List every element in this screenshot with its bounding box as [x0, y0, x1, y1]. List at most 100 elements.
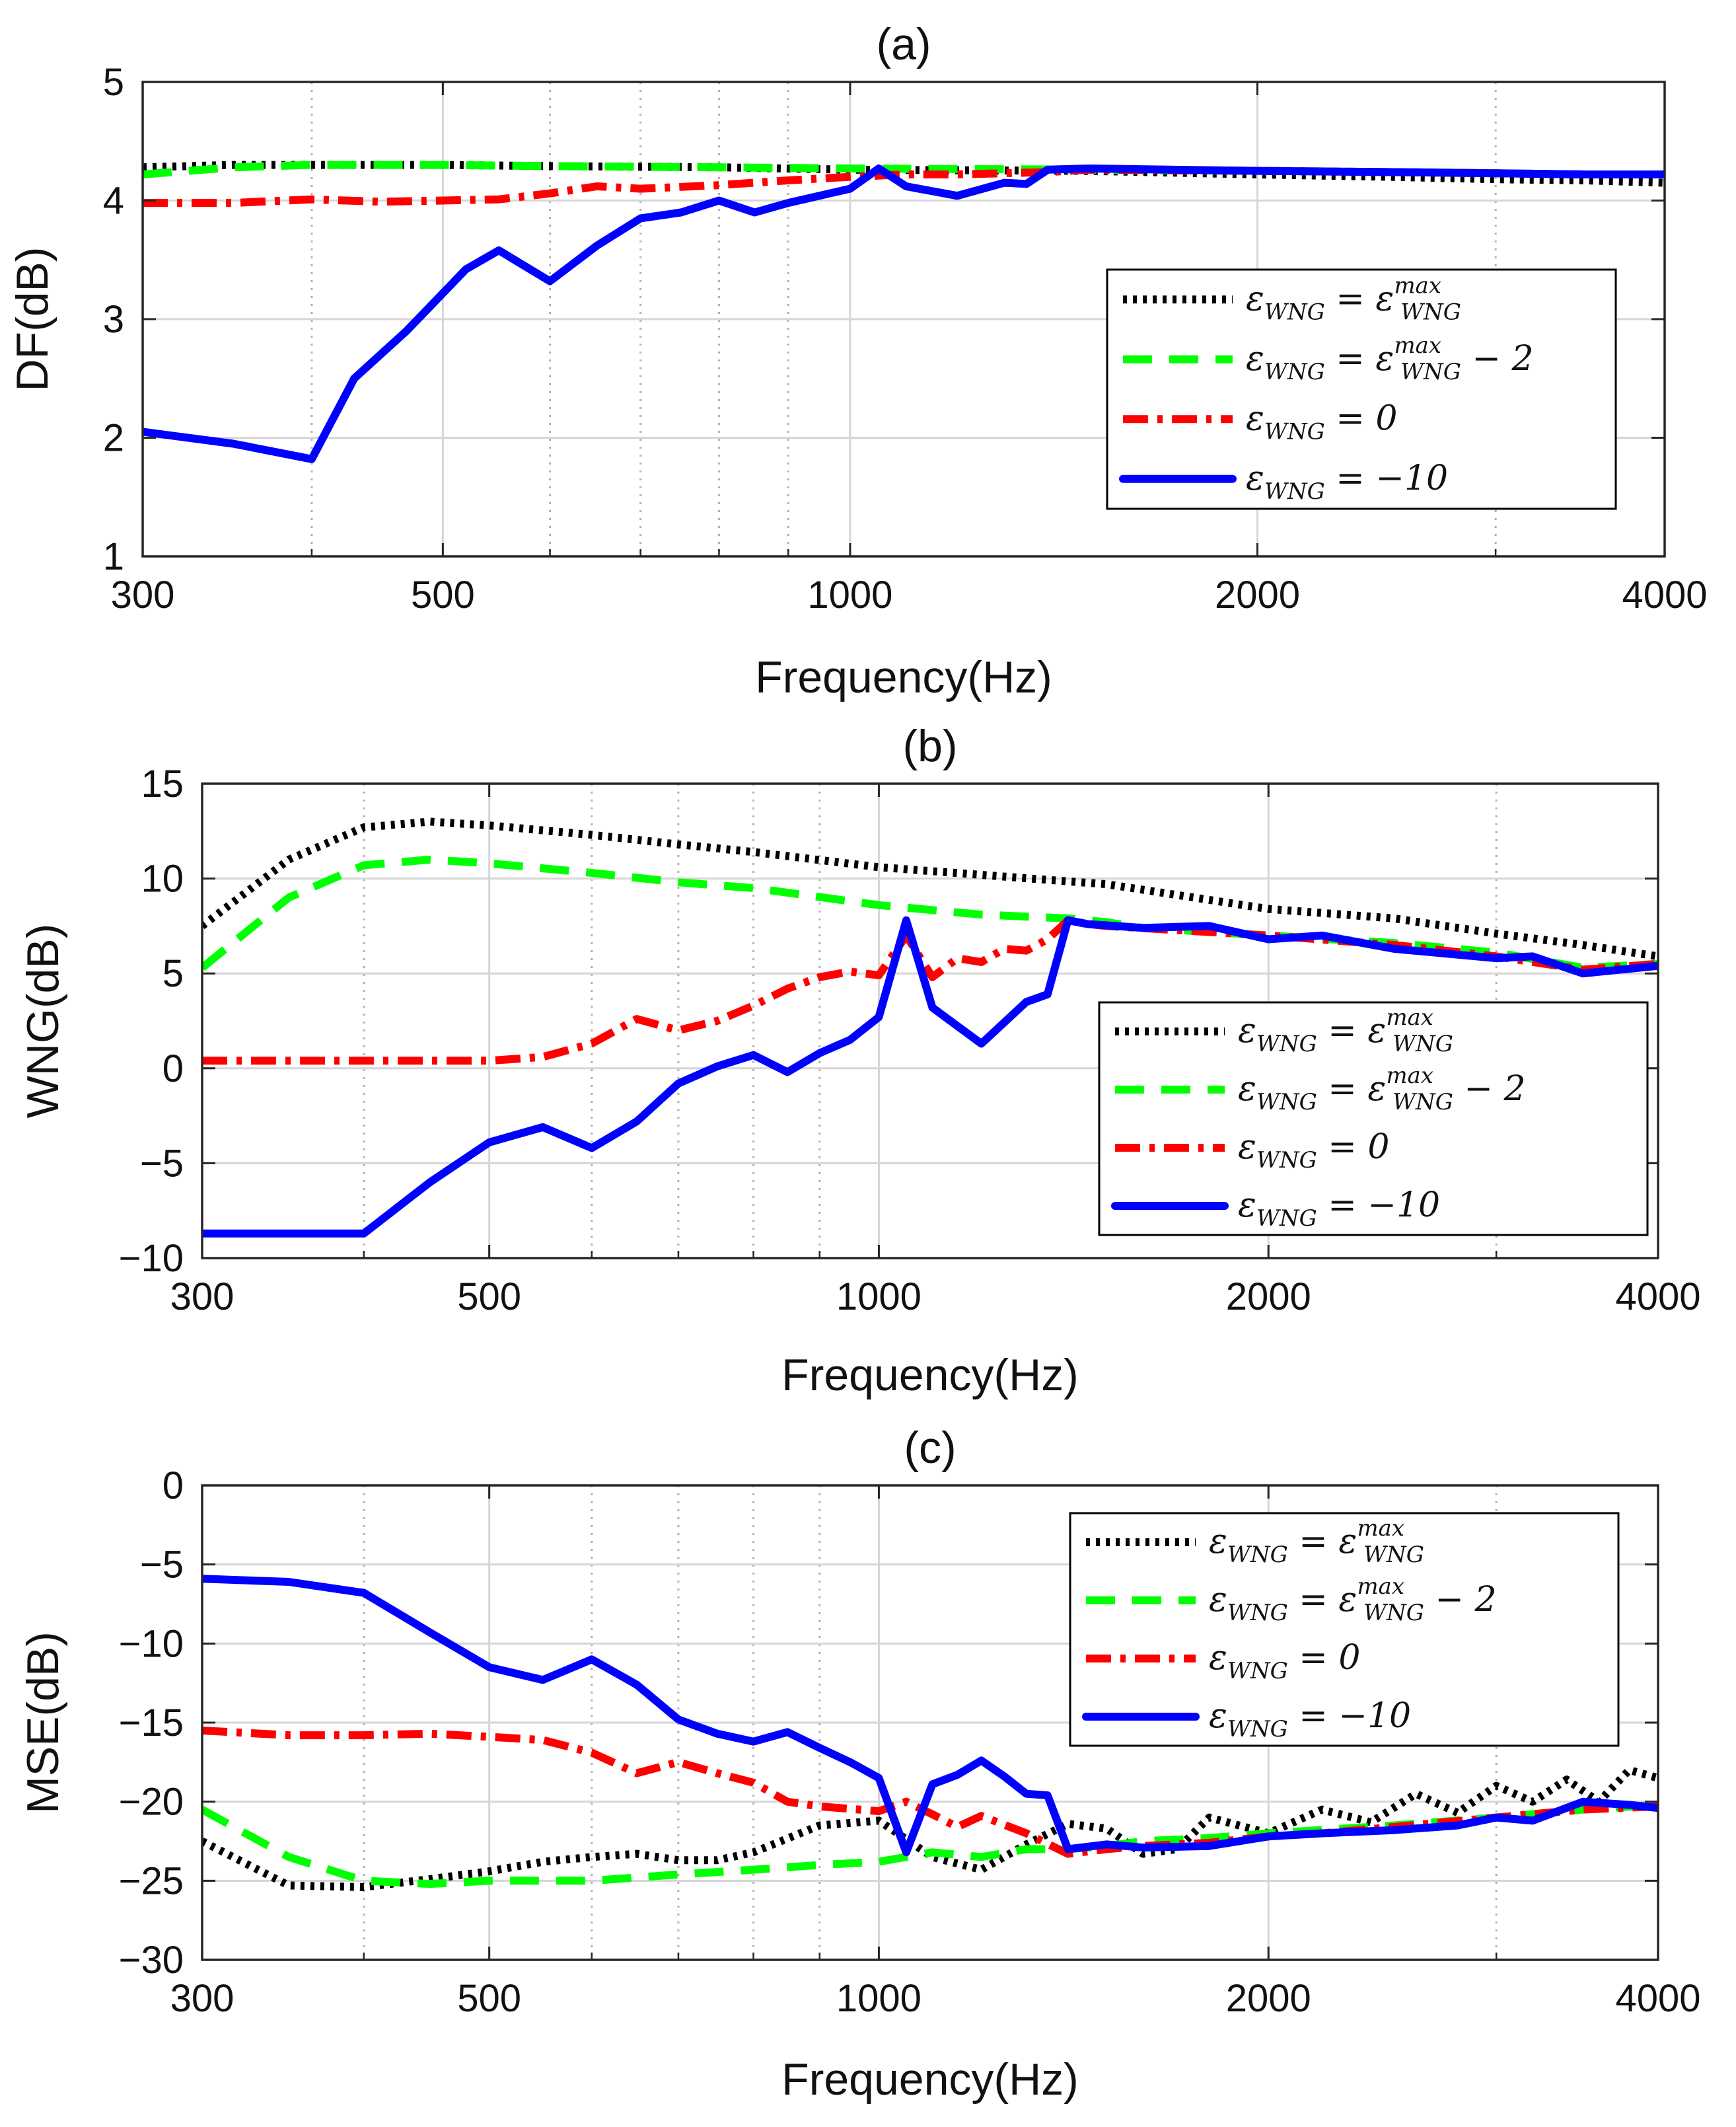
legend-rhs-sup: max: [1386, 1004, 1433, 1031]
y-axis-label: WNG(dB): [18, 924, 68, 1119]
legend-rhs: ε: [1338, 1522, 1357, 1561]
legend-rel: =: [1288, 1522, 1339, 1561]
legend-label-eps_max_minus_2: εWNG = εmax WNG − 2: [1209, 1573, 1497, 1626]
legend-rhs: ε: [1367, 1069, 1386, 1109]
legend-rhs: −10: [1338, 1696, 1411, 1736]
x-axis-label: Frequency(Hz): [781, 1350, 1079, 1400]
legend-lhs-sub: WNG: [1256, 1089, 1317, 1115]
x-axis-label: Frequency(Hz): [755, 652, 1052, 702]
series-line-eps_minus_10: [143, 165, 1665, 463]
legend-rel: =: [1288, 1580, 1339, 1620]
series-line-eps_0: [202, 1727, 1658, 1858]
legend-rhs: ε: [1375, 339, 1394, 379]
x-tick-label: 300: [170, 1275, 235, 1318]
legend-rhs: −10: [1367, 1185, 1440, 1225]
legend-lhs: ε: [1246, 279, 1264, 318]
legend-rhs-sub: WNG: [1363, 1600, 1424, 1626]
x-tick-label: 4000: [1615, 1275, 1700, 1318]
legend-rhs: −10: [1375, 459, 1448, 498]
chart-panel-c: 300 500 1000 2000 4000 −30 −25 −20 −15 −10 −5 0 (c) F…: [18, 1423, 1701, 2105]
legend-label-eps_max_minus_2: εWNG = εmax WNG − 2: [1238, 1063, 1526, 1115]
legend-label-eps_max: εWNG = εmax WNG: [1209, 1515, 1424, 1568]
legend-rhs-sub: WNG: [1363, 1542, 1424, 1568]
y-tick-label: −10: [119, 1622, 184, 1665]
legend-rhs: 0: [1367, 1127, 1389, 1167]
legend-lhs: ε: [1238, 1127, 1256, 1167]
legend-rhs: 0: [1375, 398, 1397, 438]
legend-label-eps_0: εWNG = 0: [1209, 1638, 1361, 1684]
y-tick-label: 5: [103, 61, 124, 104]
x-axis-label: Frequency(Hz): [781, 2054, 1079, 2105]
legend-label-eps_minus_10: εWNG = −10: [1238, 1185, 1440, 1232]
legend-lhs: ε: [1209, 1522, 1227, 1561]
legend-tail: − 2: [1453, 1069, 1526, 1109]
legend-lhs-sub: WNG: [1227, 1600, 1288, 1626]
legend-rhs-sup: max: [1357, 1515, 1404, 1542]
legend-rhs-sub: WNG: [1400, 299, 1461, 325]
legend-lhs: ε: [1238, 1011, 1256, 1051]
y-axis-label: MSE(dB): [18, 1631, 68, 1814]
x-tick-label: 2000: [1226, 1275, 1311, 1318]
legend-rhs-sup: max: [1357, 1573, 1404, 1600]
legend-lhs-sub: WNG: [1256, 1031, 1317, 1057]
legend-lhs: ε: [1246, 459, 1264, 498]
x-tick-label: 4000: [1615, 1977, 1700, 2020]
legend-rel: =: [1325, 339, 1376, 379]
legend-lhs-sub: WNG: [1227, 1716, 1288, 1742]
x-tick-label: 1000: [836, 1977, 922, 2020]
y-tick-label: −5: [140, 1142, 184, 1185]
y-tick-label: −20: [119, 1781, 184, 1824]
series-group: [202, 1575, 1658, 1891]
legend-lhs: ε: [1238, 1185, 1256, 1225]
y-tick-label: 4: [103, 180, 124, 223]
legend-lhs: ε: [1246, 398, 1264, 438]
chart-title: (a): [876, 19, 931, 69]
legend-lhs-sub: WNG: [1264, 478, 1325, 505]
legend-label-eps_0: εWNG = 0: [1246, 398, 1398, 445]
y-tick-label: −5: [140, 1544, 184, 1586]
series-group: [202, 817, 1658, 1238]
legend-rhs: ε: [1338, 1580, 1357, 1620]
legend-rhs-sub: WNG: [1400, 359, 1461, 385]
y-tick-label: 3: [103, 298, 124, 341]
legend-lhs-sub: WNG: [1256, 1205, 1317, 1232]
legend-lhs: ε: [1238, 1069, 1256, 1109]
legend-rel: =: [1317, 1069, 1368, 1109]
legend-box: [1106, 268, 1617, 510]
y-tick-label: −10: [119, 1237, 184, 1280]
series-group: [143, 161, 1665, 463]
legend-lhs: ε: [1209, 1696, 1227, 1736]
y-tick-label: 1: [103, 535, 124, 578]
y-tick-label: 2: [103, 417, 124, 460]
legend-tail: − 2: [1461, 339, 1534, 379]
y-tick-label: 0: [163, 1464, 184, 1507]
legend-rel: =: [1325, 398, 1376, 438]
x-tick-label: 1000: [807, 574, 892, 616]
legend-rhs-sub: WNG: [1392, 1031, 1453, 1057]
series-line-eps_max_minus_2: [202, 855, 1658, 972]
legend-label-eps_max: εWNG = εmax WNG: [1238, 1004, 1453, 1057]
y-tick-label: −30: [119, 1939, 184, 1982]
x-tick-label: 2000: [1215, 574, 1300, 616]
x-tick-label: 500: [457, 1275, 521, 1318]
legend-label-eps_0: εWNG = 0: [1238, 1127, 1390, 1174]
legend-lhs-sub: WNG: [1264, 299, 1325, 325]
y-tick-label: 0: [163, 1047, 184, 1090]
y-tick-label: −15: [119, 1701, 184, 1744]
legend-lhs: ε: [1209, 1580, 1227, 1620]
y-tick-label: 5: [163, 952, 184, 995]
legend-tail: − 2: [1424, 1580, 1497, 1620]
legend-rhs-sup: max: [1394, 272, 1441, 299]
chart-panel-b: 300 500 1000 2000 4000 −10 −5 0 5 10 15 (b) Frequenc…: [18, 721, 1701, 1400]
legend-box: [1069, 1512, 1620, 1747]
legend-box: [1098, 1001, 1649, 1236]
series-line-eps_max: [202, 1766, 1658, 1891]
series-line-eps_minus_10: [202, 916, 1658, 1238]
legend-lhs-sub: WNG: [1256, 1147, 1317, 1174]
legend-rel: =: [1288, 1696, 1339, 1736]
legend-label-eps_minus_10: εWNG = −10: [1246, 459, 1448, 505]
legend-rel: =: [1317, 1127, 1368, 1167]
